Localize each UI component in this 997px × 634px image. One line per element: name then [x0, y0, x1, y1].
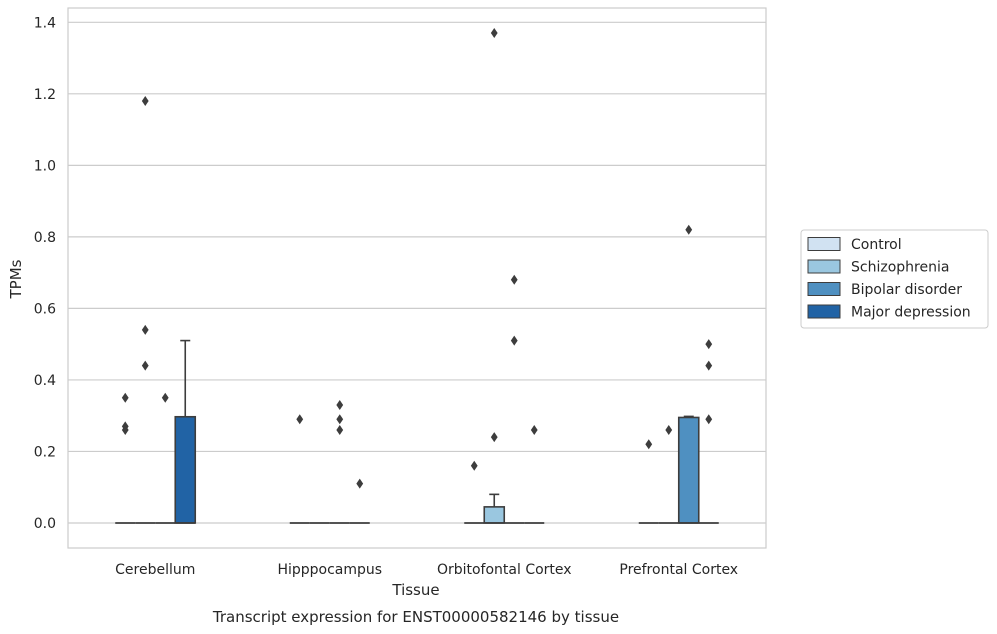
- outlier-marker: [530, 424, 538, 435]
- y-tick-label: 1.2: [34, 87, 56, 103]
- box-body: [483, 506, 506, 524]
- y-tick-label: 0.6: [34, 301, 56, 317]
- outlier-marker: [705, 414, 713, 425]
- y-axis-label: TPMs: [7, 259, 25, 299]
- x-axis-ticks: Cerebellum Hipppocampus Orbitofontal Corte…: [115, 562, 738, 578]
- box-body: [174, 415, 197, 524]
- legend-frame: [800, 229, 989, 329]
- x-axis-label: Tissue: [391, 581, 439, 599]
- outlier-marker: [490, 432, 498, 443]
- box-body: [677, 416, 700, 524]
- gridlines: [68, 21, 766, 524]
- y-tick-label: 0.2: [34, 444, 56, 460]
- y-tick-label: 0.4: [34, 373, 56, 389]
- outlier-marker: [510, 274, 518, 285]
- outlier-marker: [141, 95, 149, 106]
- box-1-2: [483, 493, 506, 524]
- outlier-marker: [685, 224, 693, 235]
- legend-swatch: [807, 259, 841, 274]
- y-tick-label: 0.8: [34, 230, 56, 246]
- outlier-marker: [470, 460, 478, 471]
- x-tick-label: Prefrontal Cortex: [619, 562, 738, 578]
- outlier-marker: [645, 439, 653, 450]
- legend: Control Schizophrenia Bipolar disorder Majo…: [800, 229, 989, 329]
- outlier-marker: [490, 28, 498, 39]
- legend-label: Schizophrenia: [851, 260, 949, 276]
- outlier-marker: [336, 399, 344, 410]
- outlier-marker: [705, 360, 713, 371]
- outlier-marker: [705, 339, 713, 350]
- y-tick-label: 1.0: [34, 158, 56, 174]
- legend-label: Control: [851, 237, 902, 253]
- outlier-marker: [141, 360, 149, 371]
- outlier-marker: [121, 392, 129, 403]
- legend-swatch: [807, 282, 841, 296]
- outliers: [121, 28, 713, 489]
- x-tick-label: Orbitofontal Cortex: [437, 562, 572, 578]
- outlier-marker: [510, 335, 518, 346]
- box-2-3: [677, 415, 700, 524]
- outlier-marker: [121, 421, 129, 432]
- legend-label: Bipolar disorder: [851, 282, 962, 298]
- outlier-marker: [141, 324, 149, 335]
- box-3-0: [174, 339, 197, 524]
- y-tick-label: 1.4: [34, 15, 56, 31]
- outlier-marker: [665, 424, 673, 435]
- y-axis-ticks: 0.0 0.2 0.4 0.6 0.8 1.0 1.2 1.4: [34, 15, 56, 532]
- legend-swatch: [807, 304, 841, 319]
- x-tick-label: Cerebellum: [115, 562, 195, 578]
- outlier-marker: [336, 424, 344, 435]
- x-tick-label: Hipppocampus: [277, 562, 382, 578]
- outlier-marker: [161, 392, 169, 403]
- y-tick-label: 0.0: [34, 516, 56, 532]
- outlier-marker: [296, 414, 304, 425]
- plot-area-frame: [67, 7, 767, 549]
- boxes: [115, 339, 719, 524]
- outlier-marker: [356, 478, 364, 489]
- legend-label: Major depression: [851, 305, 971, 321]
- chart-caption: Transcript expression for ENST0000058214…: [212, 608, 619, 626]
- legend-swatch: [807, 237, 841, 251]
- outlier-marker: [336, 414, 344, 425]
